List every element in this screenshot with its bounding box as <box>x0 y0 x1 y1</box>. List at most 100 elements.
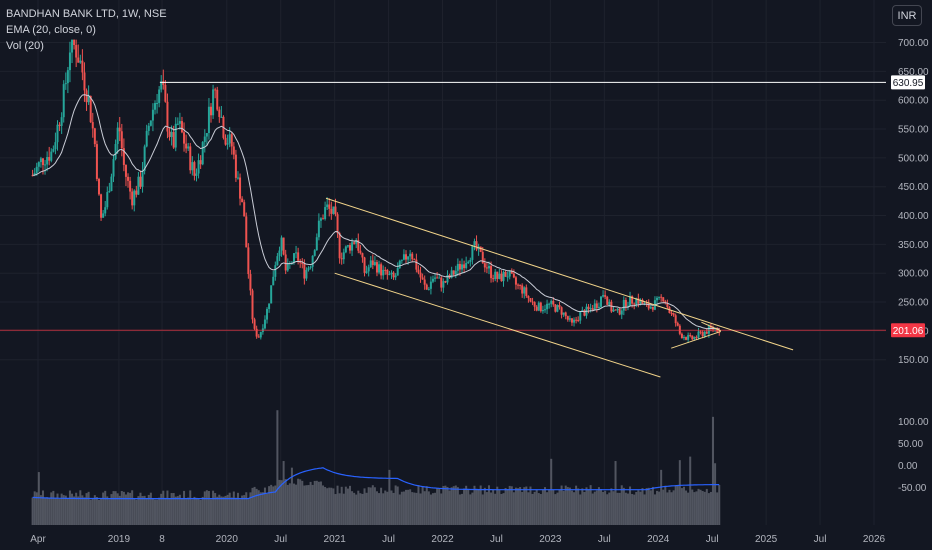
ema-legend[interactable]: EMA (20, close, 0) <box>6 24 96 36</box>
volume-bar <box>39 495 42 525</box>
volume-bar <box>344 486 347 525</box>
candle-body <box>52 149 55 152</box>
channel-lower-line <box>334 272 661 378</box>
candle-body <box>618 308 621 315</box>
volume-bar <box>139 492 142 525</box>
volume-bar <box>438 488 441 525</box>
volume-bar <box>527 492 530 525</box>
volume-bar <box>35 492 38 525</box>
volume-tick-label: -50.00 <box>898 483 927 494</box>
candle-body <box>139 176 142 187</box>
candle-body <box>106 192 109 208</box>
candle-body <box>400 259 403 261</box>
volume-bar <box>610 488 613 525</box>
volume-bar <box>429 494 432 525</box>
price-tags: 630.95 201.06 <box>891 75 925 338</box>
candle-body <box>216 89 219 110</box>
price-axis[interactable]: 700.00 650.00 600.00 550.00 500.00 450.00 400.… <box>898 38 929 366</box>
ema-line <box>32 94 720 330</box>
volume-bar <box>342 493 345 525</box>
candle-body <box>521 285 524 294</box>
candle-body <box>243 202 246 217</box>
volume-ma-line <box>32 467 720 500</box>
candle-body <box>118 127 121 132</box>
candle-body <box>508 271 511 277</box>
volume-bar <box>280 480 283 525</box>
candle-body <box>674 315 677 324</box>
volume-bar <box>647 487 650 525</box>
symbol-title[interactable]: BANDHAN BANK LTD, 1W, NSE <box>6 8 167 20</box>
currency-button[interactable]: INR <box>892 5 922 26</box>
resistance-price-label: 630.95 <box>893 78 924 89</box>
candle-body <box>398 260 401 269</box>
candle-body <box>185 143 188 149</box>
candle-body <box>330 208 333 214</box>
volume-bar <box>649 490 652 525</box>
volume-bar <box>672 490 675 525</box>
volume-bar <box>282 461 285 525</box>
candle-body <box>129 180 132 192</box>
candle-body <box>73 39 76 45</box>
volume-bar <box>407 489 410 525</box>
volume-tick-label: 50.00 <box>898 439 923 450</box>
price-tick-label: 650.00 <box>898 67 929 78</box>
candle-body <box>236 177 239 179</box>
volume-bar <box>651 486 654 525</box>
candle-body <box>471 245 474 260</box>
volume-bar <box>492 489 495 525</box>
volume-bar <box>185 499 188 525</box>
candle-body <box>458 263 461 270</box>
candle-body <box>682 337 685 339</box>
candle-body <box>189 146 192 171</box>
candle-body <box>180 121 183 133</box>
candle-body <box>224 137 227 145</box>
volume-bar <box>442 486 445 525</box>
volume-axis[interactable]: 100.00 50.00 0.00 -50.00 <box>898 417 929 494</box>
candle-body <box>151 109 154 121</box>
volume-bar <box>160 493 163 525</box>
volume-bar <box>110 494 113 525</box>
candle-body <box>91 122 94 129</box>
vol-legend[interactable]: Vol (20) <box>6 40 44 52</box>
volume-bar <box>645 488 648 525</box>
candle-body <box>591 308 594 311</box>
volume-bar <box>382 493 385 525</box>
candle-body <box>656 297 659 301</box>
trend-drawings[interactable] <box>0 81 886 378</box>
candle-body <box>705 331 708 334</box>
volume-bar <box>413 492 416 525</box>
candle-body <box>66 70 69 84</box>
volume-bar <box>153 499 156 525</box>
candle-body <box>328 204 331 209</box>
volume-bar <box>682 486 685 525</box>
volume-bar <box>573 492 576 525</box>
candle-body <box>346 245 349 247</box>
candle-body <box>110 176 113 191</box>
volume-bar <box>91 498 94 525</box>
candle-body <box>604 295 607 297</box>
volume-bar <box>508 485 511 525</box>
time-axis[interactable]: Apr 2019 8 2020 Jul 2021 Jul 2022 Jul 2023 Jul 2024… <box>30 534 885 545</box>
volume-bar <box>301 480 304 525</box>
volume-bar <box>446 486 449 525</box>
candle-body <box>60 117 63 126</box>
candle-body <box>440 277 443 288</box>
candle-body <box>539 302 542 312</box>
candle-body <box>446 275 449 283</box>
volume-bar <box>249 492 252 525</box>
candle-body <box>463 264 466 269</box>
volume-bar <box>114 491 117 525</box>
candle-body <box>514 277 517 285</box>
candle-body <box>363 257 366 273</box>
candle-body <box>166 101 169 132</box>
candle-body <box>214 89 217 91</box>
candle-body <box>270 285 273 304</box>
volume-bar <box>353 492 356 525</box>
candle-body <box>614 309 617 311</box>
candle-body <box>519 284 522 286</box>
candle-body <box>313 250 316 256</box>
volume-bar <box>199 499 202 525</box>
candle-body <box>396 268 399 276</box>
candle-body <box>369 260 372 268</box>
